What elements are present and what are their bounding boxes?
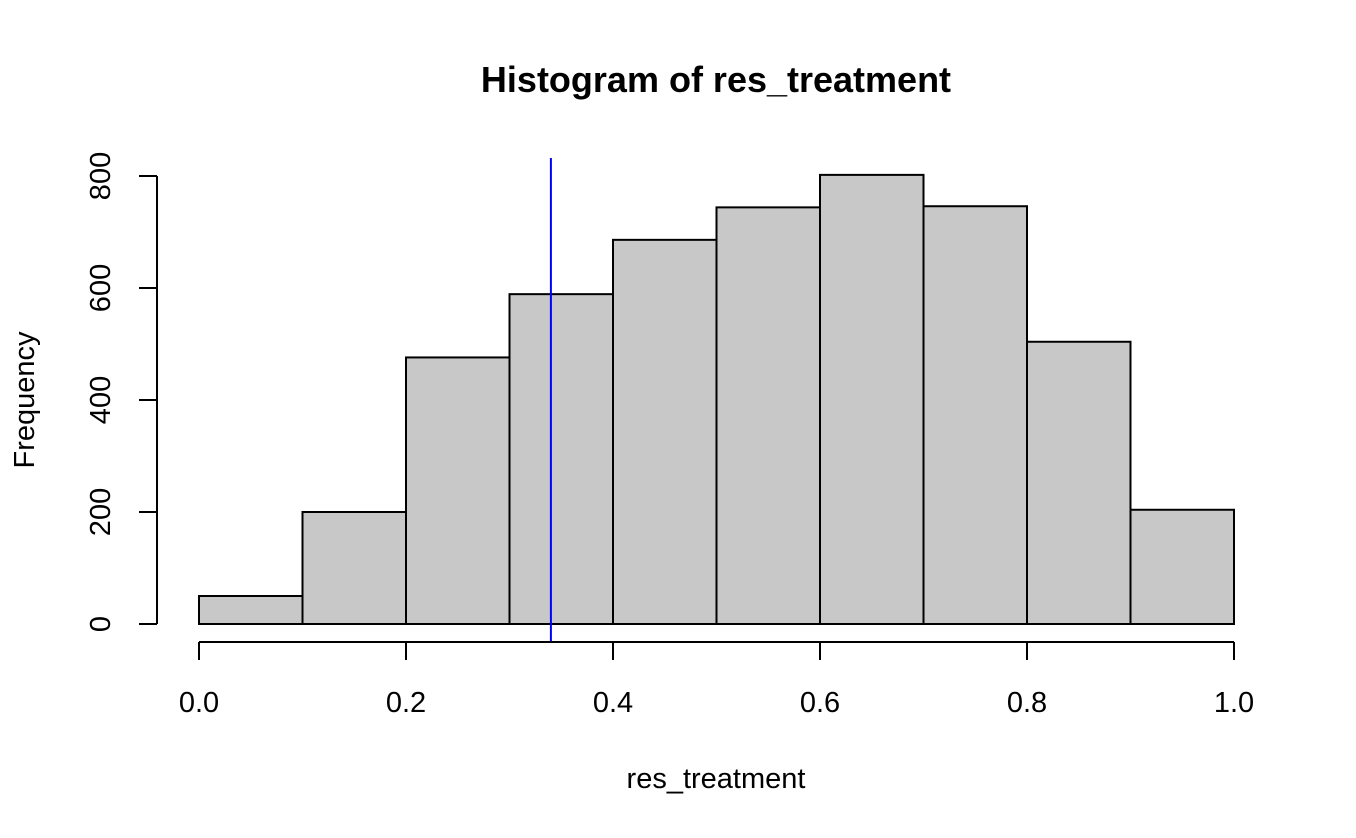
x-axis: 0.0 0.2 0.4 0.6 0.8 1.0 bbox=[179, 641, 1254, 719]
x-tick-label-2: 0.4 bbox=[593, 687, 633, 719]
chart-title: Histogram of res_treatment bbox=[481, 59, 951, 100]
histogram-bar-0 bbox=[198, 595, 304, 625]
histogram-bar-6 bbox=[819, 173, 925, 625]
histogram-bar-8 bbox=[1026, 340, 1132, 625]
y-tick-label-2: 400 bbox=[85, 376, 117, 424]
histogram-bar-7 bbox=[922, 205, 1028, 626]
histogram-bar-2 bbox=[405, 356, 511, 625]
y-tick-label-1: 200 bbox=[85, 488, 117, 536]
y-tick-label-4: 800 bbox=[85, 152, 117, 200]
histogram-bar-5 bbox=[715, 206, 821, 626]
bars-group bbox=[198, 173, 1235, 626]
y-tick-label-0: 0 bbox=[85, 616, 117, 632]
histogram-bar-1 bbox=[301, 511, 407, 625]
x-tick-label-3: 0.6 bbox=[800, 687, 840, 719]
x-axis-title: res_treatment bbox=[627, 763, 806, 795]
x-tick-label-1: 0.2 bbox=[386, 687, 426, 719]
x-tick-label-0: 0.0 bbox=[179, 687, 219, 719]
histogram-bar-4 bbox=[612, 238, 718, 625]
x-tick-label-4: 0.8 bbox=[1007, 687, 1047, 719]
x-tick-label-5: 1.0 bbox=[1214, 687, 1254, 719]
histogram-bar-9 bbox=[1129, 508, 1235, 626]
histogram-bar-3 bbox=[508, 293, 614, 625]
y-axis-title: Frequency bbox=[9, 331, 41, 469]
y-tick-label-3: 600 bbox=[85, 264, 117, 312]
y-axis: 0 200 400 600 800 bbox=[85, 152, 158, 632]
